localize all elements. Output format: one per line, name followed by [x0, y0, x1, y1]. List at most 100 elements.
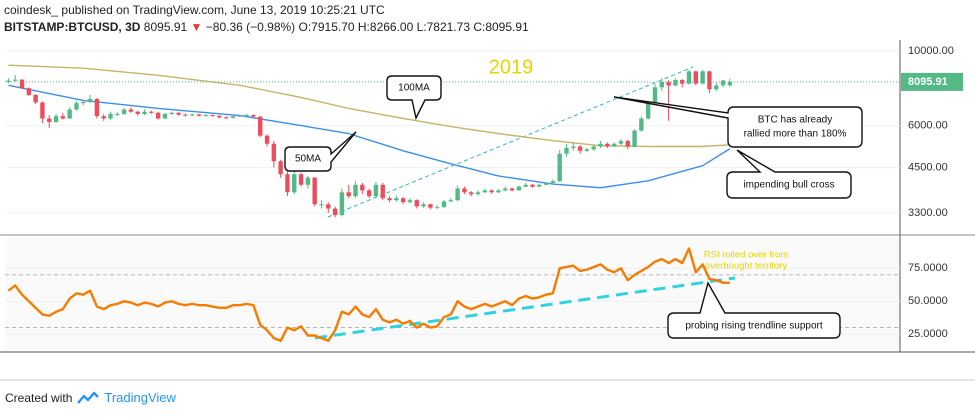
rsi-trendline	[314, 276, 736, 340]
year-annotation: 2019	[489, 56, 534, 78]
y-tick-label: 25.0000	[908, 328, 948, 340]
candle-body	[47, 118, 52, 123]
candle-body	[605, 143, 610, 147]
candle-body	[203, 115, 208, 117]
candle-body	[230, 116, 236, 118]
chart: 10000.00 6000.00 4500.00 3300.00 8095.91 75.0…	[0, 40, 975, 381]
candle-body	[503, 188, 508, 191]
candle-body	[67, 109, 72, 119]
candle-body	[128, 109, 134, 112]
candle-body	[598, 143, 603, 147]
marks	[5, 64, 900, 342]
candle-body	[530, 184, 535, 187]
candle-body	[346, 192, 351, 197]
candle-body	[469, 192, 474, 195]
symbol: BITSTAMP:BTCUSD, 3D	[4, 20, 141, 34]
brand: TradingView	[104, 390, 176, 405]
last-price-label: 8095.91	[908, 76, 948, 88]
candle-body	[40, 102, 45, 119]
candle-body	[700, 71, 705, 84]
candle-body	[292, 174, 297, 193]
candle-body	[189, 114, 195, 116]
candle-body	[285, 174, 290, 193]
candle-body	[196, 114, 202, 116]
candle-body	[339, 192, 345, 216]
candle-body	[509, 188, 515, 191]
candle-body	[298, 174, 304, 185]
y-tick-label: 75.0000	[908, 262, 948, 274]
candle-body	[74, 103, 79, 110]
candle-body	[523, 184, 528, 187]
candle-body	[26, 88, 32, 96]
candle-body	[680, 80, 685, 84]
rsi-line	[7, 247, 730, 342]
candle-body	[19, 79, 25, 89]
candle-body	[6, 80, 11, 82]
candle-body	[108, 113, 113, 119]
y-tick-label: 4500.00	[908, 162, 948, 174]
price-trendline	[327, 66, 694, 218]
candle-body	[652, 87, 658, 104]
candle-body	[155, 112, 161, 119]
callout-cross	[726, 149, 852, 199]
candle-body	[53, 116, 59, 123]
moving-average	[8, 84, 731, 189]
candle-body	[428, 204, 433, 208]
candle-body	[176, 112, 181, 115]
callout-text: BTC has already	[758, 115, 832, 126]
candle-body	[380, 184, 385, 199]
callout-text: impending bull cross	[743, 180, 834, 191]
candle-body	[87, 99, 93, 103]
tradingview-logo	[77, 391, 100, 404]
candle-body	[632, 130, 637, 147]
candle-body	[149, 111, 154, 113]
candle-body	[571, 146, 576, 148]
candle-body	[496, 190, 501, 193]
callout-50ma	[284, 131, 357, 172]
candle-body	[414, 200, 419, 207]
callout-probing	[667, 281, 841, 339]
last-price: 8095.91	[143, 20, 188, 34]
candle-body	[720, 80, 726, 86]
candle-body	[169, 112, 174, 114]
callout-text: probing rising trendline support	[685, 321, 823, 332]
candle-body	[264, 135, 270, 144]
candle-body	[400, 198, 406, 203]
change: −80.36 (−0.98%)	[205, 20, 296, 34]
candle-body	[33, 95, 38, 103]
candle-body	[237, 115, 243, 117]
candle-body	[360, 184, 365, 191]
candle-body	[251, 115, 256, 117]
candle-body	[332, 208, 338, 216]
candle-body	[448, 200, 453, 202]
candle-body	[421, 204, 426, 207]
candle-body	[714, 85, 719, 90]
candle-body	[659, 81, 664, 88]
rsi-annotation: overbought territory	[705, 261, 788, 272]
candle-body	[591, 146, 596, 150]
candle-body	[13, 79, 18, 81]
axes: 10000.00 6000.00 4500.00 3300.00 8095.91 75.0…	[901, 45, 963, 340]
candle-body	[271, 143, 277, 162]
candle-body	[217, 115, 222, 118]
candle-body	[142, 111, 147, 114]
candle-body	[258, 116, 263, 136]
candle-body	[645, 103, 651, 119]
candle-body	[455, 188, 460, 201]
candle-body	[312, 177, 317, 205]
y-tick-label: 50.0000	[908, 295, 948, 307]
header-line: coindesk_ published on TradingView.com, …	[4, 3, 385, 17]
candle-body	[223, 117, 229, 119]
candle-body	[489, 190, 494, 193]
candle-body	[537, 184, 542, 187]
candle-body	[639, 118, 644, 131]
candle-body	[550, 181, 556, 183]
candle-body	[707, 71, 712, 90]
moving-average	[8, 64, 730, 148]
candle-body	[618, 140, 624, 144]
candle-body	[60, 116, 66, 119]
candle-body	[727, 81, 733, 86]
published: published on TradingView.com, June 13, 2…	[61, 3, 385, 17]
grid	[5, 50, 900, 335]
